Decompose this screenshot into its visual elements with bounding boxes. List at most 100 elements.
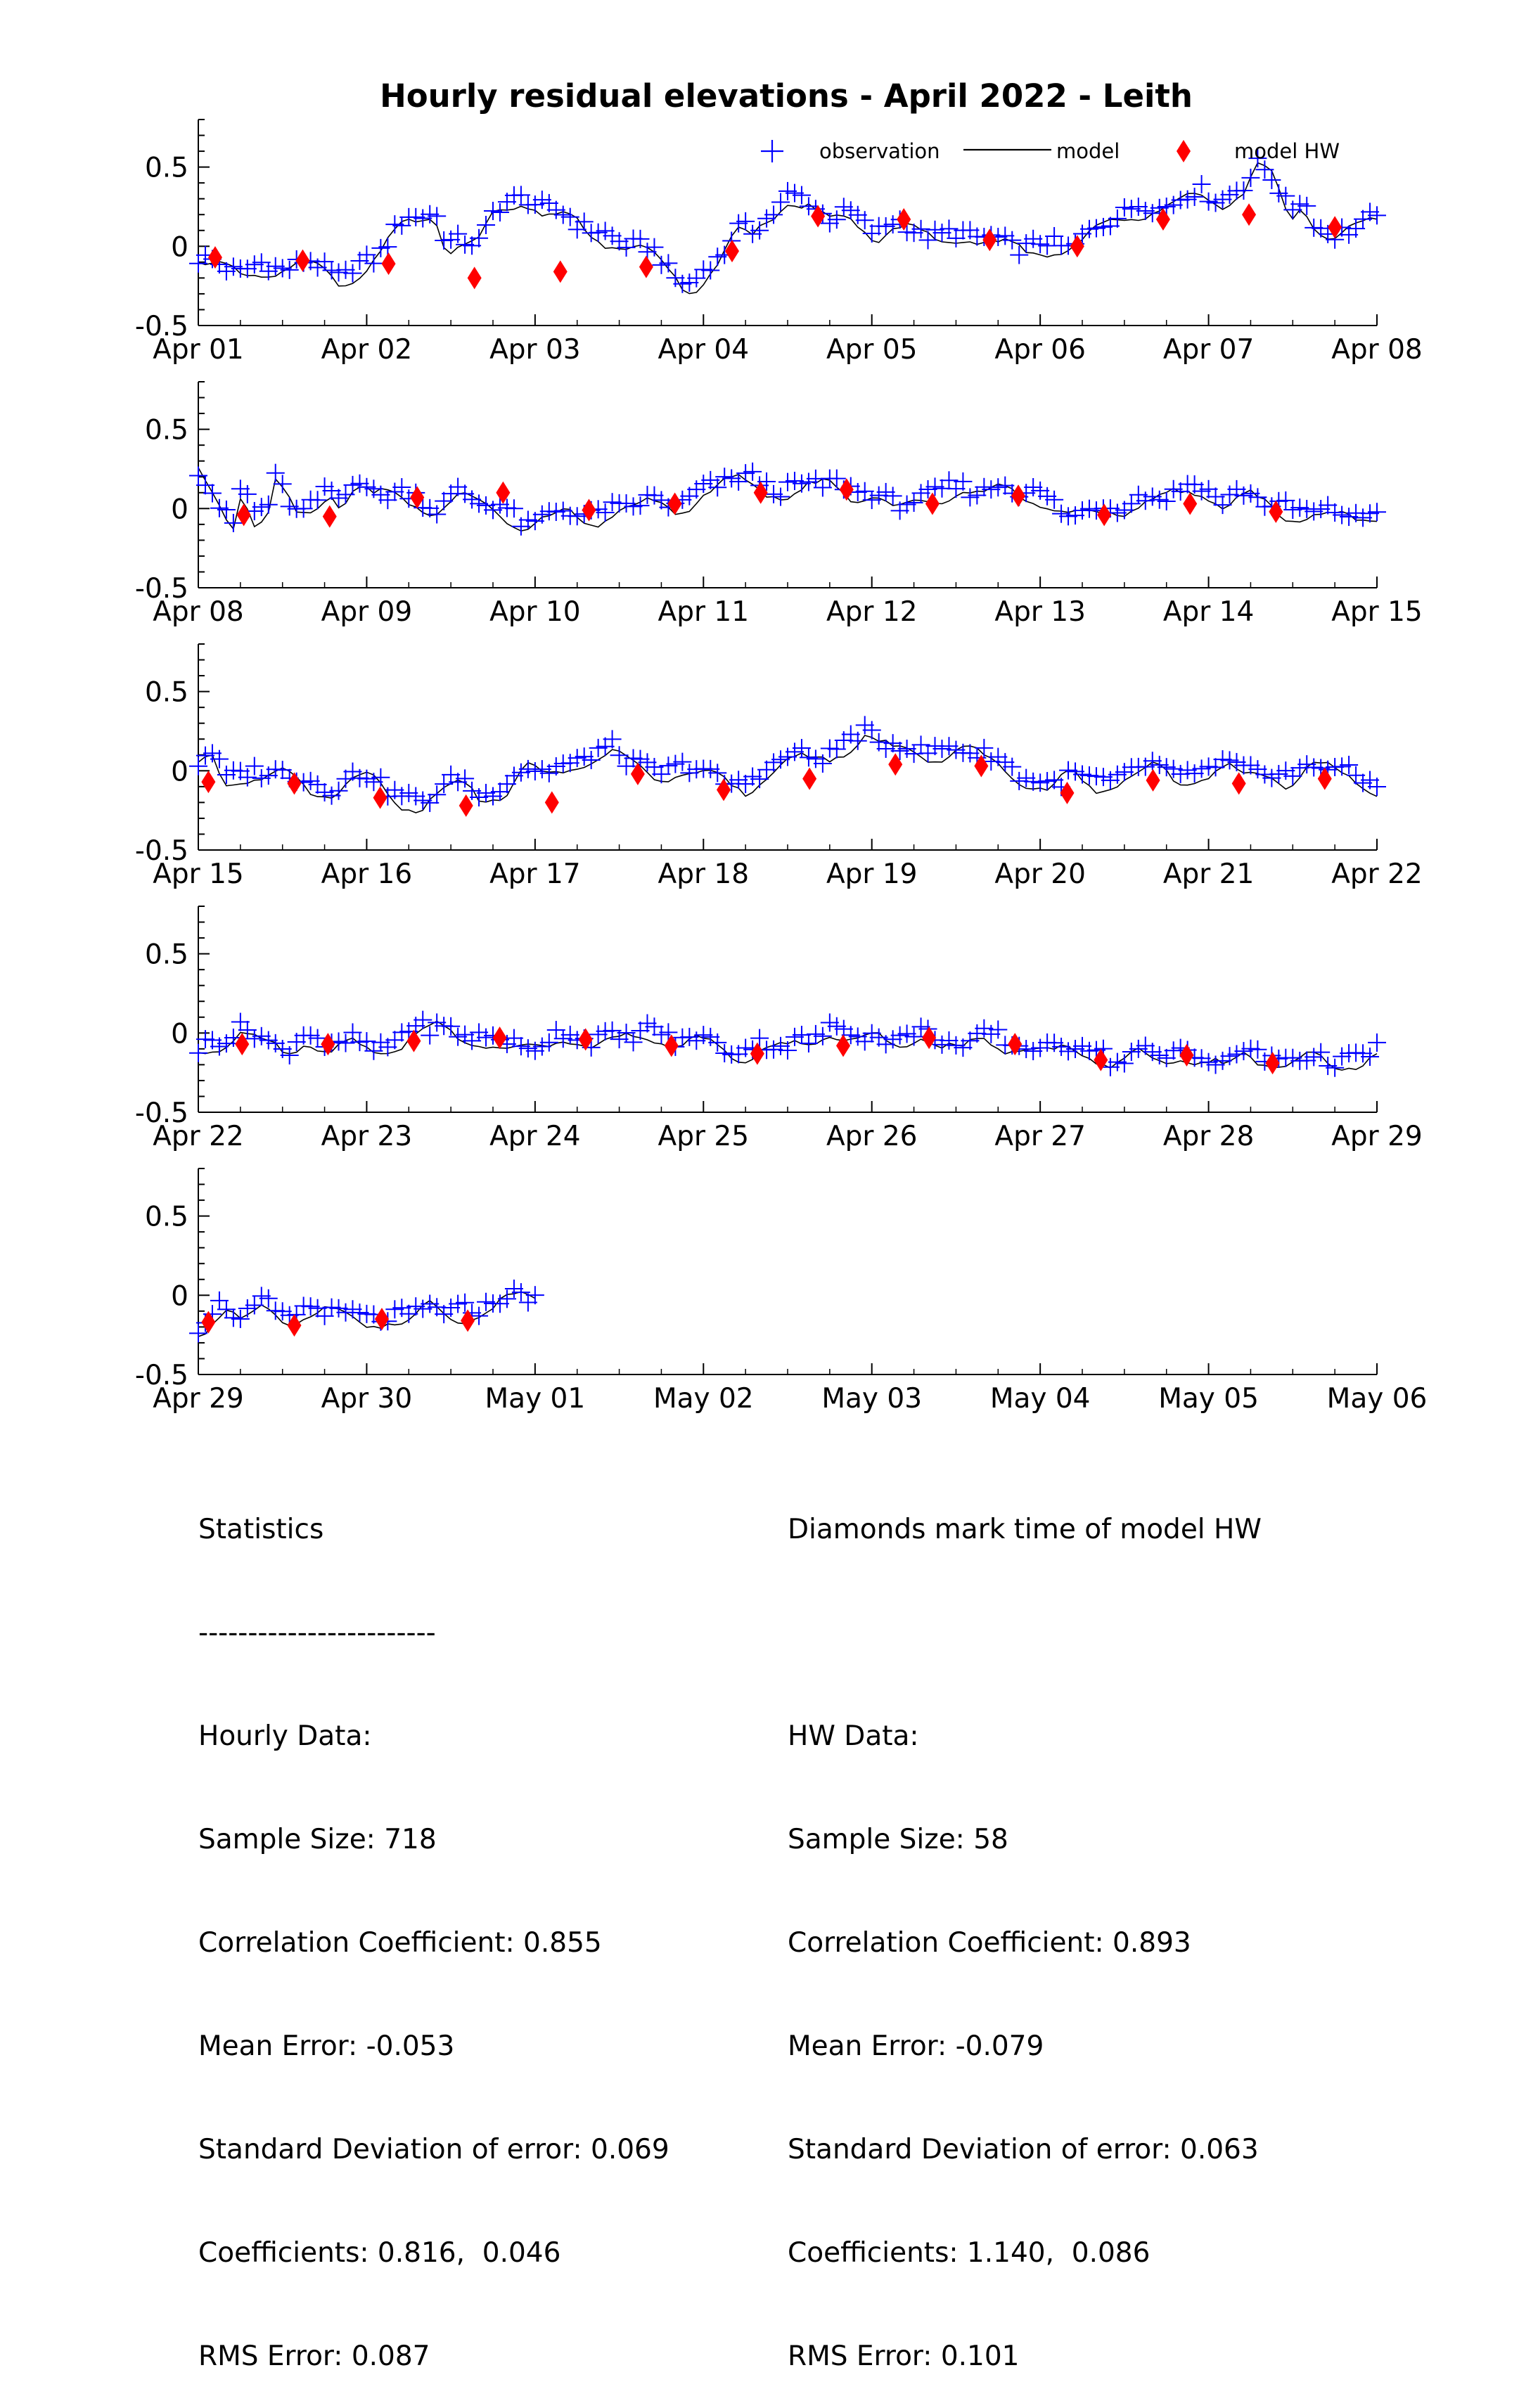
stats-heading: Statistics bbox=[198, 1514, 324, 1545]
observation-point bbox=[904, 493, 923, 512]
hw-diamond bbox=[1146, 768, 1160, 792]
x-tick-label: May 01 bbox=[485, 1383, 586, 1415]
residual-elevation-figure: Hourly residual elevations - April 2022 … bbox=[135, 77, 1427, 1415]
y-tick-label: -0.5 bbox=[135, 311, 188, 342]
y-tick-label: -0.5 bbox=[135, 573, 188, 605]
observation-point bbox=[736, 212, 755, 231]
observation-point bbox=[294, 499, 313, 518]
hw-diamond bbox=[717, 778, 731, 801]
observation-point bbox=[546, 503, 565, 522]
observation-point bbox=[428, 207, 447, 226]
observation-point bbox=[280, 497, 299, 516]
observation-point bbox=[428, 1013, 447, 1032]
observation-point bbox=[217, 765, 236, 784]
observation-point bbox=[638, 1014, 657, 1033]
x-tick-label: Apr 22 bbox=[153, 1121, 244, 1152]
observation-point bbox=[553, 501, 572, 520]
observation-point bbox=[539, 764, 558, 783]
x-tick-label: Apr 10 bbox=[489, 596, 581, 628]
observation-point bbox=[1354, 1044, 1373, 1063]
observation-point bbox=[1213, 190, 1232, 209]
observation-point bbox=[989, 478, 1008, 497]
observation-point bbox=[743, 767, 762, 786]
observation-point bbox=[975, 738, 994, 757]
observation-point bbox=[350, 474, 369, 493]
observation-point bbox=[442, 1017, 461, 1036]
observation-point bbox=[982, 1024, 1001, 1043]
observation-point bbox=[1073, 224, 1091, 243]
hw-diamond bbox=[406, 1029, 421, 1052]
observation-point bbox=[266, 257, 285, 276]
y-tick-label: 0 bbox=[171, 1280, 188, 1312]
stats-subheading: Hourly Data: bbox=[198, 1720, 372, 1752]
observation-point bbox=[456, 769, 475, 788]
legend-hw-marker bbox=[1177, 140, 1191, 162]
observation-point bbox=[694, 475, 713, 494]
observation-point bbox=[841, 1026, 860, 1045]
observation-point bbox=[1171, 482, 1190, 501]
observation-point bbox=[855, 716, 874, 735]
observation-point bbox=[1213, 750, 1232, 769]
observation-point bbox=[680, 273, 699, 292]
observation-point bbox=[911, 219, 930, 238]
x-tick-label: Apr 04 bbox=[658, 334, 750, 366]
observation-point bbox=[1305, 502, 1323, 521]
observation-point bbox=[449, 1294, 468, 1313]
x-tick-label: May 04 bbox=[990, 1383, 1091, 1415]
hw-diamond bbox=[235, 1033, 250, 1056]
observation-point bbox=[883, 734, 902, 753]
observation-point bbox=[701, 261, 720, 280]
observation-point bbox=[1052, 504, 1071, 523]
observation-point bbox=[1326, 1058, 1345, 1077]
observation-point bbox=[610, 746, 629, 765]
observation-point bbox=[1248, 1040, 1267, 1059]
observation-point bbox=[1227, 753, 1246, 772]
observation-point bbox=[343, 475, 362, 494]
observation-point bbox=[1079, 1041, 1098, 1060]
observation-point bbox=[1283, 1048, 1302, 1067]
observation-point bbox=[645, 758, 664, 777]
observation-point bbox=[406, 1297, 425, 1316]
observation-point bbox=[827, 210, 846, 229]
observation-point bbox=[1333, 506, 1352, 524]
observation-point bbox=[414, 791, 432, 810]
observation-point bbox=[806, 749, 825, 768]
observation-point bbox=[463, 236, 482, 255]
observation-point bbox=[855, 1032, 874, 1051]
observation-point bbox=[477, 783, 496, 802]
observation-point bbox=[736, 464, 755, 483]
observation-point bbox=[217, 500, 236, 519]
observation-point bbox=[1354, 210, 1373, 228]
hw-diamond bbox=[667, 492, 682, 515]
observation-point bbox=[497, 1289, 516, 1308]
observation-point bbox=[315, 1306, 334, 1325]
observation-point bbox=[1087, 219, 1105, 238]
observation-point bbox=[1248, 488, 1267, 507]
observation-point bbox=[568, 749, 587, 768]
observation-point bbox=[897, 1024, 916, 1043]
observation-point bbox=[1234, 181, 1253, 200]
panel-5: -0.5 0 0.5 Apr 29 Apr 30 May 01 May 02 May 03 Ma… bbox=[135, 1168, 1427, 1415]
observation-point bbox=[1206, 193, 1225, 212]
observation-point bbox=[785, 184, 804, 202]
hw-diamond bbox=[236, 503, 251, 527]
x-tick-label: Apr 06 bbox=[994, 334, 1086, 366]
observation-point bbox=[813, 754, 832, 773]
observation-point bbox=[539, 1033, 558, 1052]
observation-point bbox=[799, 748, 818, 767]
hw-diamond bbox=[287, 772, 302, 795]
observation-point bbox=[421, 1026, 440, 1045]
observation-point bbox=[722, 469, 741, 488]
observation-point bbox=[1031, 1038, 1050, 1057]
observation-point bbox=[883, 487, 902, 506]
observation-point bbox=[820, 1013, 839, 1032]
observation-point bbox=[1017, 234, 1036, 253]
observation-point bbox=[624, 1033, 643, 1052]
observation-point bbox=[1129, 198, 1148, 217]
stats-correlation: Correlation Coefficient: 0.855 bbox=[198, 1927, 602, 1959]
observation-point bbox=[336, 1034, 355, 1052]
observation-point bbox=[385, 482, 404, 501]
x-tick-label: Apr 15 bbox=[153, 858, 244, 890]
observation-point bbox=[1143, 204, 1162, 223]
observation-point bbox=[560, 207, 579, 226]
